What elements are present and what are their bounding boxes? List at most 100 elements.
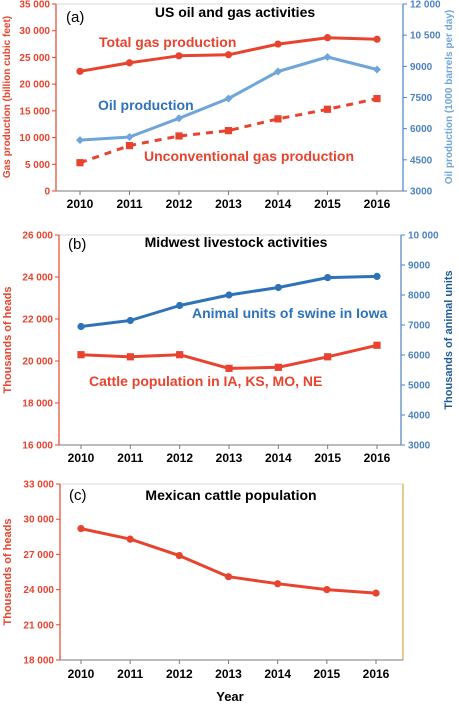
y-tick-label: 20 000 [22,357,53,368]
data-point [125,141,134,150]
y-tick-label: 15 000 [19,106,50,117]
data-point [373,272,381,280]
x-axis-label: Year [216,689,243,704]
y-tick-label: 27 000 [23,550,54,561]
y-tick-label: 24 000 [22,273,53,284]
data-point [323,586,331,594]
y2-tick-label: 6000 [408,351,431,362]
y2-tick-label: 8000 [408,291,431,302]
panel-b: 16 000 18 000 20 000 22 000 24 000 26 000 300… [2,231,455,466]
y-tick-label: 22 000 [22,315,53,326]
panel-b-right-ticks: 3000 4000 5000 6000 7000 8000 9000 10 000 [401,231,439,452]
series-label-swine: Animal units of swine in Iowa [192,305,387,321]
panel-a-series [76,34,381,167]
data-point [224,573,233,581]
series-label-unconventional-gas: Unconventional gas production [144,148,354,164]
data-point [126,316,134,325]
data-point [274,67,282,76]
x-tick-label: 2015 [314,451,341,465]
data-point [373,35,381,43]
data-point [373,94,381,103]
y2-tick-label: 10 000 [408,231,439,242]
x-tick-label: 2011 [117,667,143,681]
x-tick-label: 2012 [166,667,193,681]
panel-a-label: (a) [66,9,84,26]
x-tick-label: 2014 [265,197,292,211]
data-point [126,535,134,543]
data-point [274,363,282,371]
panel-c-title: Mexican cattle population [145,487,316,503]
y-tick-label: 21 000 [23,620,54,631]
x-tick-label: 2015 [314,197,341,211]
data-point [125,132,134,141]
y2-tick-label: 9000 [410,62,433,73]
y-tick-label: 0 [44,187,50,198]
data-point [274,283,282,292]
y2-tick-label: 10 500 [410,31,441,42]
y-tick-label: 18 000 [22,399,53,410]
series-label-cattle-midwest: Cattle population in IA, KS, MO, NE [89,373,322,389]
x-tick-label: 2010 [68,451,95,465]
y2-tick-label: 9000 [408,261,431,272]
y-tick-label: 5 000 [25,160,50,171]
panel-b-label: (b) [68,236,86,253]
y-tick-label: 30 000 [19,26,50,37]
panel-b-frame [58,234,402,446]
panel-b-ylabel: Thousands of heads [2,287,14,394]
x-tick-label: 2010 [67,197,94,211]
data-point [175,551,183,560]
data-point [274,115,282,123]
y2-tick-label: 12 000 [410,0,441,11]
series-label-total-gas: Total gas production [99,34,236,50]
y2-tick-label: 3000 [410,187,433,198]
panel-a-ylabel: Gas production (billion cubic feet) [2,16,13,178]
y-tick-label: 25 000 [19,53,50,64]
data-point [77,351,85,359]
panel-a-right-ticks: 3000 4500 6000 7500 9000 10 500 12 000 [403,0,441,198]
data-point [373,341,381,349]
series-label-oil: Oil production [98,97,194,113]
panel-c-ylabel: Thousands of heads [2,519,14,626]
x-tick-label: 2012 [166,197,193,211]
y2-tick-label: 4000 [408,411,431,422]
x-tick-label: 2011 [117,451,143,465]
x-tick-label: 2011 [116,197,142,211]
data-point [76,67,84,75]
panel-b-title: Midwest livestock activities [145,234,328,250]
panel-c-series [77,524,380,597]
y-tick-label: 26 000 [22,231,53,242]
y2-tick-label: 5000 [408,381,431,392]
data-point [225,291,233,299]
x-tick-label: 2010 [68,667,95,681]
data-point [224,127,233,135]
y-tick-label: 18 000 [23,656,54,667]
data-point [224,94,233,103]
y2-tick-label: 3000 [408,441,431,452]
y2-tick-label: 7000 [408,321,431,332]
y-tick-label: 30 000 [23,515,54,526]
x-tick-label: 2016 [364,197,391,211]
data-point [125,59,134,67]
panel-c: 18 000 21 000 24 000 27 000 30 000 33 000 201… [2,480,404,704]
y2-tick-label: 7500 [410,93,433,104]
panel-c-frame [59,483,404,661]
x-tick-label: 2016 [363,667,390,681]
data-point [126,353,134,361]
data-point [175,52,183,60]
y-tick-label: 24 000 [23,585,54,596]
panel-b-left-ticks: 16 000 18 000 20 000 22 000 24 000 26 000 [22,231,59,452]
x-tick-label: 2014 [264,667,291,681]
x-tick-label: 2015 [313,667,340,681]
x-tick-label: 2016 [364,451,391,465]
panel-a: 0 5 000 10 000 15 000 20 000 25 000 30 000 35 0… [2,0,455,211]
panel-c-label: (c) [69,487,87,504]
x-tick-label: 2013 [215,197,242,211]
data-point [77,524,85,533]
data-point [176,301,184,310]
y-tick-label: 33 000 [23,480,54,491]
data-point [176,351,184,359]
data-point [323,105,332,113]
panel-c-x-ticks: 2010 2011 2012 2013 2014 2015 2016 [68,660,390,681]
x-tick-label: 2014 [265,451,292,465]
